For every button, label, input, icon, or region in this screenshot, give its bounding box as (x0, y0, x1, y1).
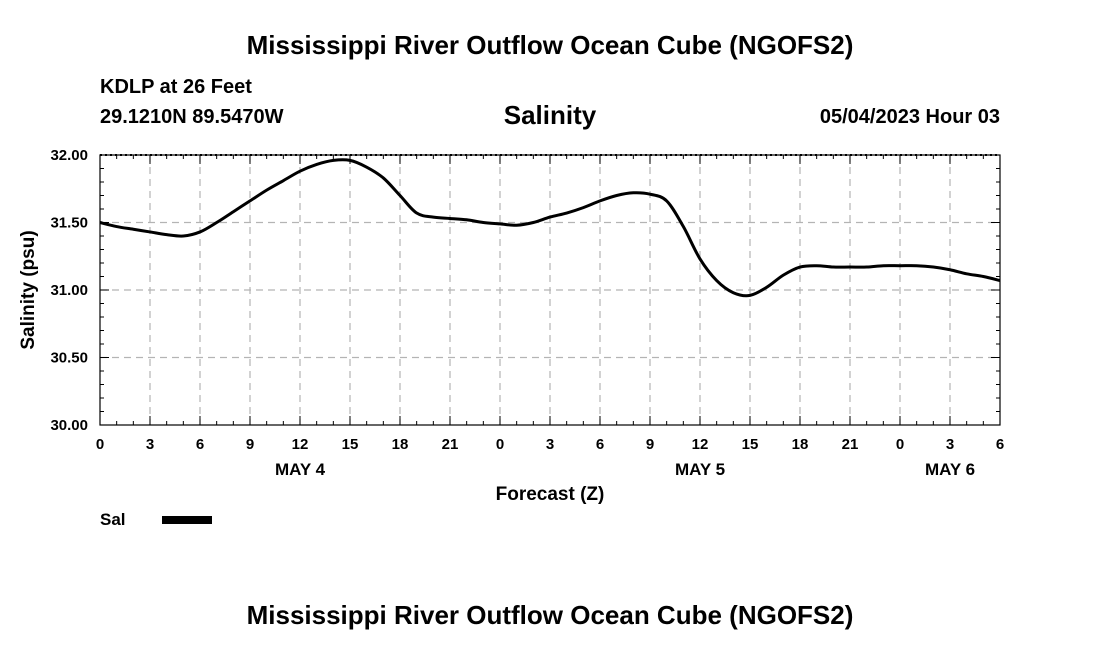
x-tick-label: 21 (442, 436, 459, 453)
footer-title: Mississippi River Outflow Ocean Cube (NG… (246, 600, 854, 630)
station-coordinates: 29.1210N 89.5470W (100, 106, 284, 128)
y-tick-label: 31.00 (50, 282, 88, 299)
chart-main-title: Mississippi River Outflow Ocean Cube (NG… (246, 30, 854, 60)
station-label: KDLP at 26 Feet (100, 76, 252, 98)
series-group (99, 158, 1001, 298)
x-tick-label: 18 (792, 436, 809, 453)
x-tick-label: 0 (896, 436, 904, 453)
day-label: MAY 6 (925, 460, 975, 479)
y-axis-label: Salinity (psu) (18, 230, 39, 349)
x-tick-label: 0 (496, 436, 504, 453)
x-tick-label: 9 (246, 436, 254, 453)
x-tick-labels: 0 3 6 9 12 15 18 21 0 3 6 9 12 15 18 21 0 3 6 (96, 436, 1004, 453)
x-tick-label: 6 (196, 436, 204, 453)
y-tick-labels: 30.00 30.50 31.00 31.50 32.00 (50, 147, 88, 434)
x-tick-label: 6 (596, 436, 604, 453)
day-labels: MAY 4 MAY 5 MAY 6 (275, 460, 975, 479)
day-label: MAY 5 (675, 460, 725, 479)
x-tick-label: 21 (842, 436, 859, 453)
x-tick-label: 3 (546, 436, 554, 453)
x-tick-label: 12 (292, 436, 309, 453)
series-line-sal (99, 158, 1001, 298)
variable-title: Salinity (503, 100, 597, 130)
x-tick-label: 18 (392, 436, 409, 453)
legend-label: Sal (100, 510, 126, 529)
x-tick-label: 3 (146, 436, 154, 453)
day-label: MAY 4 (275, 460, 326, 479)
y-tick-label: 32.00 (50, 147, 88, 164)
x-tick-label: 15 (742, 436, 759, 453)
y-tick-label: 30.00 (50, 417, 88, 434)
x-tick-label: 12 (692, 436, 709, 453)
plot-frame (99, 154, 1001, 426)
x-tick-label: 15 (342, 436, 359, 453)
y-tick-label: 30.50 (50, 350, 88, 367)
x-axis-label: Forecast (Z) (496, 484, 605, 505)
forecast-datetime: 05/04/2023 Hour 03 (819, 106, 1000, 128)
x-tick-label: 3 (946, 436, 954, 453)
grid-lines (100, 155, 1000, 425)
x-tick-label: 9 (646, 436, 654, 453)
x-tick-label: 0 (96, 436, 104, 453)
x-tick-label: 6 (996, 436, 1004, 453)
legend: Sal (100, 510, 212, 529)
y-tick-label: 31.50 (50, 215, 88, 232)
